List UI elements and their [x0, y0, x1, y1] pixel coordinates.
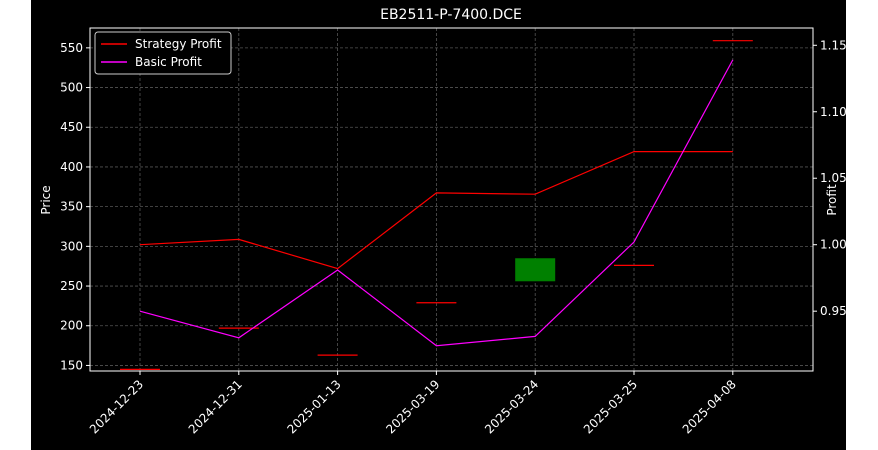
right-axis-ticks: 0.95 1.00 1.05 1.10 1.15 [813, 38, 846, 318]
chart-svg: 150 200 250 300 350 400 450 500 550 0.95 1.00 1.05… [39, 7, 846, 436]
left-tick-label: 400 [60, 160, 83, 174]
x-tick-label: 2025-03-24 [482, 377, 541, 436]
series-line-strategy-profit [139, 151, 733, 270]
left-tick-label: 550 [60, 41, 83, 55]
x-tick-label: 2025-01-13 [285, 377, 344, 436]
plot-frame [89, 27, 814, 372]
left-tick-label: 300 [60, 239, 83, 253]
legend-label-strategy-profit: Strategy Profit [135, 37, 222, 51]
right-tick-label: 0.95 [820, 304, 846, 318]
left-axis-label: Price [39, 185, 53, 214]
x-tick-label: 2024-12-23 [87, 377, 146, 436]
left-tick-label: 150 [60, 358, 83, 372]
price-candles [120, 40, 753, 371]
x-tick-label: 2025-03-19 [383, 377, 442, 436]
x-tick-label: 2024-12-31 [186, 377, 245, 436]
chart-title: EB2511-P-7400.DCE [380, 7, 522, 23]
x-tick-label: 2025-04-08 [680, 377, 739, 436]
chart-figure: 150 200 250 300 350 400 450 500 550 0.95 1.00 1.05… [31, 0, 846, 450]
legend-label-basic-profit: Basic Profit [135, 55, 202, 69]
x-tick-label: 2025-03-25 [581, 377, 640, 436]
left-tick-label: 450 [60, 120, 83, 134]
right-tick-label: 1.00 [820, 238, 846, 252]
right-tick-label: 1.10 [820, 105, 846, 119]
right-tick-label: 1.05 [820, 171, 846, 185]
grid-lines [90, 28, 813, 371]
legend-box [94, 31, 232, 75]
left-tick-label: 250 [60, 279, 83, 293]
legend: Strategy Profit Basic Profit [94, 31, 232, 75]
plot-background [90, 28, 813, 371]
x-axis-ticks: 2024-12-23 2024-12-31 2025-01-13 2025-03-19… [87, 371, 739, 436]
left-tick-label: 200 [60, 319, 83, 333]
left-axis-ticks: 150 200 250 300 350 400 450 500 550 [60, 41, 90, 372]
price-candle [515, 258, 556, 282]
right-tick-label: 1.15 [820, 38, 846, 52]
left-tick-label: 500 [60, 81, 83, 95]
left-tick-label: 350 [60, 200, 83, 214]
profit-lines [139, 59, 734, 347]
series-line-basic-profit [139, 59, 734, 347]
right-axis-label: Profit [825, 184, 839, 216]
